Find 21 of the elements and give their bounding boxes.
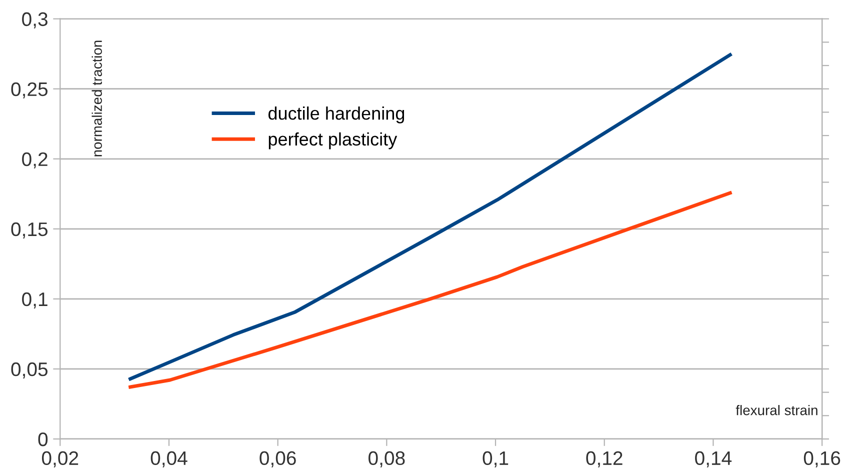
legend-label: ductile hardening — [268, 106, 404, 124]
x-tick-label: 0,02 — [42, 451, 78, 468]
x-tick-label: 0,16 — [804, 451, 840, 468]
line-series — [128, 53, 732, 381]
x-tick-label: 0,04 — [150, 451, 188, 468]
y-tick-label: 0 — [38, 432, 48, 446]
x-tick-label: 0,06 — [260, 451, 296, 468]
y-tick-label: 0,15 — [11, 222, 48, 238]
y-tick-label: 0,05 — [11, 362, 48, 378]
legend-label: perfect plasticity — [268, 132, 398, 150]
x-tick-label: 0,14 — [695, 451, 732, 468]
y-tick-label: 0,2 — [22, 152, 48, 168]
y-axis-title: normalized traction — [92, 40, 102, 156]
y-tick-label: 0,3 — [22, 12, 48, 28]
x-tick-label: 0,12 — [586, 451, 622, 468]
line-series — [128, 191, 732, 389]
y-tick-label: 0,25 — [11, 82, 48, 98]
x-tick-label: 0,08 — [368, 451, 405, 468]
x-axis-title: flexural strain — [736, 405, 818, 416]
x-tick-label: 0,1 — [482, 451, 508, 468]
y-tick-label: 0,1 — [22, 292, 48, 308]
